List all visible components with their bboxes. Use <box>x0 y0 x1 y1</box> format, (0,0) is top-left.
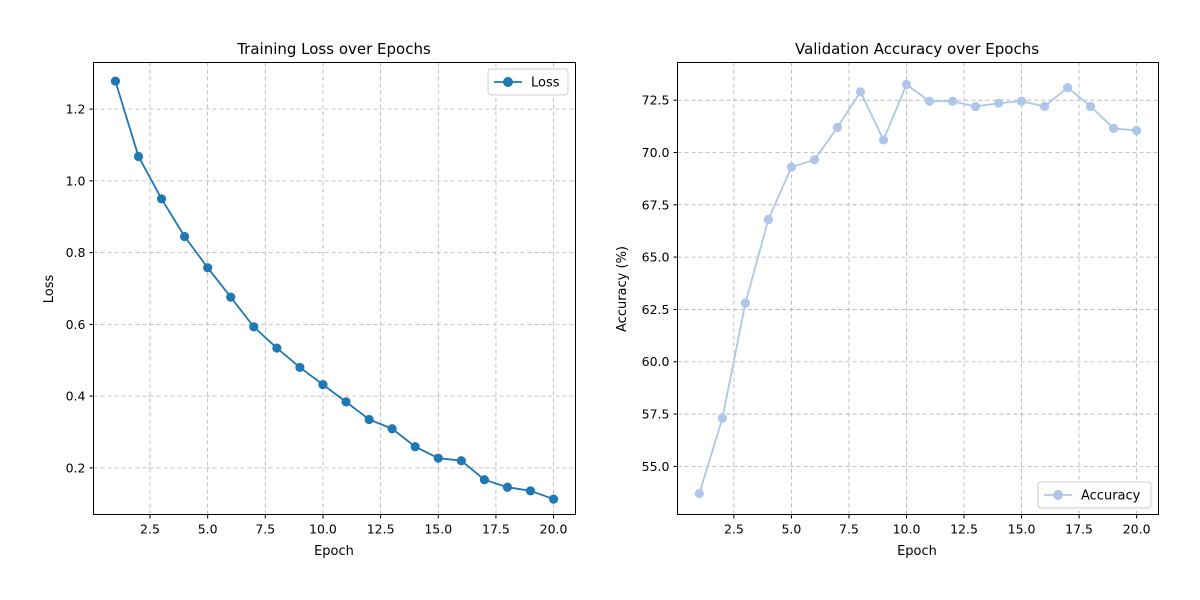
accuracy-xtick-label: 5.0 <box>781 522 801 537</box>
accuracy-ytick-label: 70.0 <box>642 145 670 160</box>
accuracy-ytick-label: 57.5 <box>642 407 670 422</box>
loss-xtick-label: 12.5 <box>367 522 395 537</box>
loss-chart-legend: Loss <box>487 68 569 96</box>
loss-ytick-label: 0.6 <box>66 317 86 332</box>
accuracy-series-line <box>698 83 1137 494</box>
accuracy-data-point <box>924 96 935 106</box>
loss-legend-marker <box>503 77 513 87</box>
loss-chart: Training Loss over Epochs 2.5 5.0 7.5 10.0 1… <box>42 40 576 559</box>
loss-data-point <box>133 151 144 162</box>
accuracy-chart-xlabel: Epoch <box>897 544 937 559</box>
accuracy-data-point <box>993 98 1004 108</box>
loss-data-point <box>156 194 167 204</box>
loss-data-point <box>456 456 466 466</box>
accuracy-data-point <box>1039 101 1050 112</box>
loss-xtick-label: 15.0 <box>424 522 452 537</box>
accuracy-xtick-label: 15.0 <box>1008 522 1036 537</box>
loss-legend-box <box>487 68 569 96</box>
accuracy-xtick-label: 20.0 <box>1123 522 1151 537</box>
loss-data-point <box>179 231 190 242</box>
loss-chart-grid <box>93 62 576 515</box>
loss-data-point <box>364 414 374 425</box>
accuracy-legend-box <box>1037 481 1152 509</box>
accuracy-chart-title: Validation Accuracy over Epochs <box>795 40 1039 58</box>
accuracy-chart-legend: Accuracy <box>1037 481 1152 509</box>
accuracy-chart-plot-area <box>677 62 1159 515</box>
accuracy-xtick-label: 12.5 <box>950 522 978 537</box>
loss-data-point <box>479 475 490 485</box>
accuracy-chart-yticks: 55.0 57.5 60.0 62.5 65.0 67.5 70.0 72.5 <box>642 93 678 474</box>
accuracy-legend-marker <box>1053 490 1063 500</box>
accuracy-data-point <box>809 155 820 165</box>
loss-data-point <box>295 362 305 373</box>
accuracy-data-point <box>947 96 958 106</box>
loss-ytick-label: 0.2 <box>66 460 86 475</box>
loss-chart-yticks: 0.2 0.4 0.6 0.8 1.0 1.2 <box>66 102 94 475</box>
loss-chart-xlabel: Epoch <box>314 544 354 559</box>
loss-ytick-label: 1.2 <box>66 102 86 117</box>
loss-data-point <box>502 482 513 492</box>
loss-xtick-label: 17.5 <box>482 522 510 537</box>
accuracy-chart: Validation Accuracy over Epochs 2.5 5.0 7.… <box>615 40 1159 559</box>
accuracy-data-point <box>1132 125 1142 136</box>
loss-ytick-label: 1.0 <box>66 173 86 188</box>
accuracy-xtick-label: 7.5 <box>839 522 859 537</box>
accuracy-chart-ylabel: Accuracy (%) <box>615 246 630 332</box>
accuracy-ytick-label: 60.0 <box>642 354 670 369</box>
accuracy-chart-xticks: 2.5 5.0 7.5 10.0 12.5 15.0 17.5 20.0 <box>724 514 1151 537</box>
accuracy-data-point <box>1062 83 1073 93</box>
loss-series-line <box>114 80 554 500</box>
accuracy-legend-label: Accuracy <box>1081 489 1141 504</box>
loss-data-point <box>341 397 351 407</box>
accuracy-xtick-label: 10.0 <box>893 522 921 537</box>
accuracy-xtick-label: 2.5 <box>724 522 744 537</box>
accuracy-data-point <box>855 87 866 97</box>
loss-data-point <box>249 322 259 332</box>
accuracy-data-point <box>740 298 750 308</box>
loss-chart-title: Training Loss over Epochs <box>236 40 431 58</box>
loss-data-point <box>525 486 536 496</box>
loss-xtick-label: 20.0 <box>540 522 568 537</box>
loss-chart-marks <box>110 76 559 504</box>
accuracy-data-point <box>832 122 843 132</box>
accuracy-ytick-label: 67.5 <box>642 197 670 212</box>
accuracy-data-point <box>1109 123 1119 134</box>
loss-xtick-label: 10.0 <box>309 522 337 537</box>
loss-data-point <box>548 494 559 504</box>
loss-data-point <box>203 263 213 273</box>
loss-chart-ylabel: Loss <box>42 275 57 304</box>
loss-data-point <box>387 424 397 434</box>
accuracy-ytick-label: 62.5 <box>642 302 670 317</box>
loss-data-point <box>318 380 328 390</box>
loss-legend-label: Loss <box>531 76 560 91</box>
loss-data-point <box>410 442 420 452</box>
loss-xtick-label: 7.5 <box>255 522 275 537</box>
accuracy-ytick-label: 55.0 <box>642 459 670 474</box>
loss-data-point <box>272 343 282 353</box>
accuracy-data-point <box>970 101 981 112</box>
accuracy-data-point <box>717 413 727 423</box>
accuracy-data-point <box>901 79 912 90</box>
accuracy-data-point <box>786 162 797 172</box>
loss-xtick-label: 5.0 <box>198 522 218 537</box>
loss-chart-plot-area <box>93 62 576 515</box>
accuracy-ytick-label: 65.0 <box>642 250 670 265</box>
accuracy-chart-marks <box>694 79 1142 499</box>
accuracy-data-point <box>1016 96 1027 106</box>
accuracy-data-point <box>878 135 889 145</box>
loss-data-point <box>110 76 121 86</box>
loss-chart-xticks: 2.5 5.0 7.5 10.0 12.5 15.0 17.5 20.0 <box>140 514 568 537</box>
accuracy-data-point <box>694 488 704 499</box>
accuracy-data-point <box>1086 101 1096 112</box>
accuracy-data-point <box>763 214 774 225</box>
loss-xtick-label: 2.5 <box>140 522 160 537</box>
accuracy-ytick-label: 72.5 <box>642 93 670 108</box>
loss-ytick-label: 0.8 <box>66 245 86 260</box>
loss-data-point <box>226 292 236 302</box>
loss-ytick-label: 0.4 <box>66 389 86 404</box>
accuracy-xtick-label: 17.5 <box>1065 522 1093 537</box>
loss-data-point <box>433 453 443 463</box>
